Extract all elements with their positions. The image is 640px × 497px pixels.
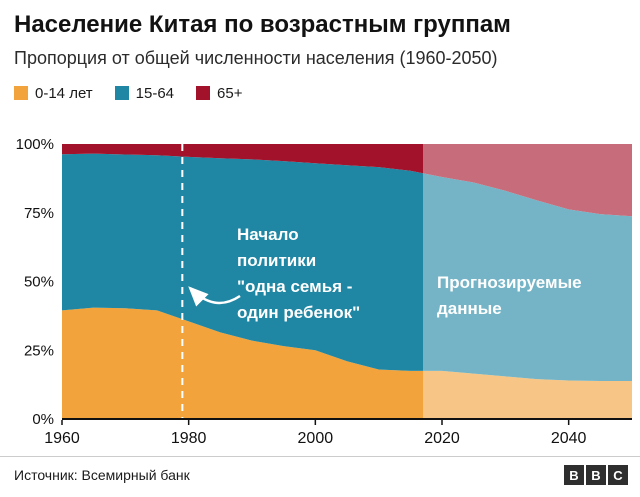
- legend-label-0-14: 0-14 лет: [35, 84, 93, 102]
- legend-swatch-65plus: [196, 86, 211, 100]
- x-tick-label: 2000: [298, 430, 334, 446]
- forecast-overlay: [423, 144, 632, 419]
- legend-label-65plus: 65+: [217, 84, 243, 102]
- legend-swatch-0-14: [14, 86, 28, 100]
- area-series-15-64: [62, 153, 632, 381]
- x-tick-label: 1960: [44, 430, 80, 446]
- policy-arrow-icon: [188, 286, 241, 307]
- policy-annotation-line: политики: [237, 251, 317, 270]
- x-tick-label: 2020: [424, 430, 460, 446]
- y-tick-label: 50%: [24, 274, 54, 291]
- legend-label-15-64: 15-64: [135, 84, 175, 102]
- legend-swatch-15-64: [114, 86, 129, 100]
- policy-annotation: Начало политики "одна семья - один ребен…: [237, 222, 360, 326]
- y-tick-label: 100%: [16, 136, 54, 153]
- policy-annotation-line: Начало: [237, 225, 299, 244]
- forecast-annotation-line: данные: [437, 299, 502, 318]
- bbc-logo-block-b1: B: [564, 465, 584, 485]
- area-series-65+: [62, 144, 632, 217]
- source-note: Источник: Всемирный банк: [14, 467, 190, 483]
- area-series-0-14 лет: [62, 307, 632, 419]
- legend-item-65plus: 65+: [196, 85, 242, 102]
- y-tick-label: 0%: [32, 411, 54, 428]
- chart-legend: 0-14 лет 15-64 65+: [14, 84, 626, 102]
- bbc-logo-block-b2: B: [586, 465, 606, 485]
- page-subtitle: Пропорция от общей численности населения…: [14, 48, 498, 68]
- bbc-logo-block-c: C: [608, 465, 628, 485]
- policy-annotation-line: "одна семья -: [237, 277, 353, 296]
- legend-item-15-64: 15-64: [114, 84, 175, 102]
- forecast-annotation: Прогнозируемые данные: [437, 270, 582, 322]
- footer-divider: [0, 456, 640, 457]
- y-tick-label: 25%: [24, 342, 54, 359]
- chart-area: 1960 1980 2000 2020 2040 100% 75% 50% 25% 0% Нача…: [0, 132, 640, 446]
- x-tick-label: 2040: [551, 430, 587, 446]
- legend-item-0-14: 0-14 лет: [14, 85, 93, 102]
- population-area-chart: 1960 1980 2000 2020 2040 100% 75% 50% 25% 0%: [16, 136, 632, 446]
- forecast-annotation-line: Прогнозируемые: [437, 273, 582, 292]
- x-tick-label: 1980: [171, 430, 207, 446]
- bbc-logo: B B C: [564, 465, 628, 485]
- page-title: Население Китая по возрастным группам: [14, 11, 511, 38]
- y-tick-label: 75%: [24, 205, 54, 222]
- footer: Источник: Всемирный банк B B C: [0, 457, 640, 485]
- policy-annotation-line: один ребенок": [237, 303, 361, 322]
